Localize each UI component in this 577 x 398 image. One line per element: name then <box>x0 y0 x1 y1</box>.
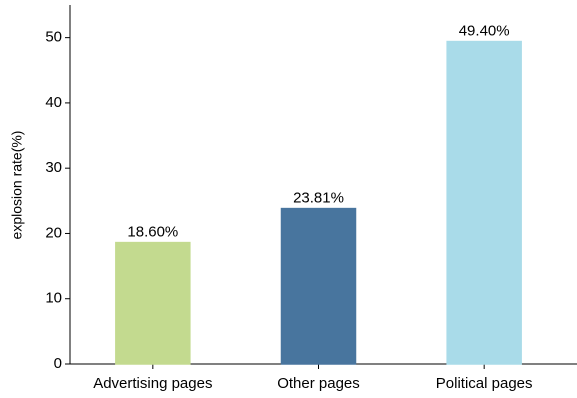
x-tick-label: Other pages <box>277 375 360 392</box>
value-label: 23.81% <box>293 190 344 207</box>
value-label: 49.40% <box>459 23 510 40</box>
y-tick-label: 20 <box>45 224 62 241</box>
y-tick-label: 40 <box>45 94 62 111</box>
y-tick-label: 0 <box>54 355 62 372</box>
y-tick-label: 50 <box>45 29 62 46</box>
y-tick-label: 10 <box>45 290 62 307</box>
value-label: 18.60% <box>127 224 178 241</box>
x-tick-label: Political pages <box>436 375 533 392</box>
bar <box>446 40 522 365</box>
bar <box>280 207 357 365</box>
x-tick-label: Advertising pages <box>93 375 212 392</box>
y-tick-label: 30 <box>45 159 62 176</box>
y-axis-label: explosion rate(%) <box>9 131 25 240</box>
bar <box>115 241 191 365</box>
